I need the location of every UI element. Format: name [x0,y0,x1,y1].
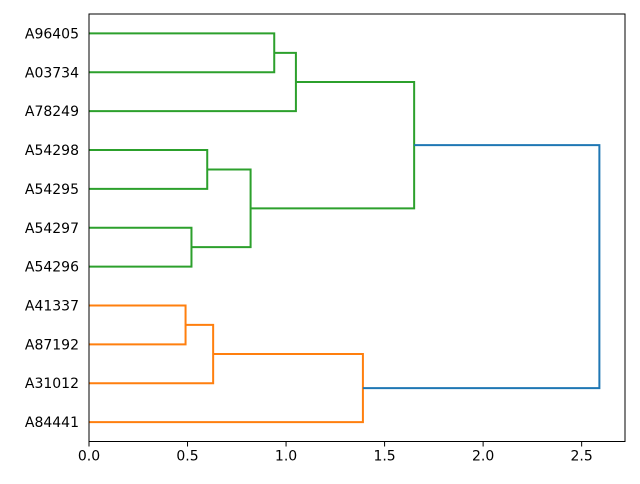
x-tick-label: 0.0 [78,449,100,465]
x-tick-label: 1.0 [275,449,297,465]
leaf-label-a84441: A84441 [25,415,79,431]
x-tick-label: 2.0 [472,449,494,465]
leaf-label-a87192: A87192 [25,337,79,353]
dendrogram-link-m7 [89,304,187,346]
dendrogram-link-m9 [89,353,364,424]
leaf-label-a41337: A41337 [25,298,79,314]
leaf-label-a54296: A54296 [25,260,79,276]
leaf-label-a78249: A78249 [25,104,79,120]
dendrogram-link-m10 [362,144,601,390]
leaf-label-a31012: A31012 [25,376,79,392]
dendrogram-link-m2 [89,51,297,113]
dendrogram-link-m5 [191,168,252,249]
leaf-label-a54297: A54297 [25,221,79,237]
leaf-label-a54295: A54295 [25,182,79,198]
dendrogram-link-m6 [250,81,416,210]
x-tick-label: 2.5 [571,449,593,465]
x-tick-label: 0.5 [176,449,198,465]
plot-border [88,13,626,442]
dendrogram-link-m8 [89,323,215,385]
leaf-label-a03734: A03734 [25,65,79,81]
dendrogram-link-m4 [89,226,193,268]
x-tick-label: 1.5 [373,449,395,465]
leaf-label-a96405: A96405 [25,26,79,42]
dendrogram-link-m3 [89,149,209,190]
dendrogram-link-m1 [89,32,276,74]
leaf-label-a54298: A54298 [25,143,79,159]
